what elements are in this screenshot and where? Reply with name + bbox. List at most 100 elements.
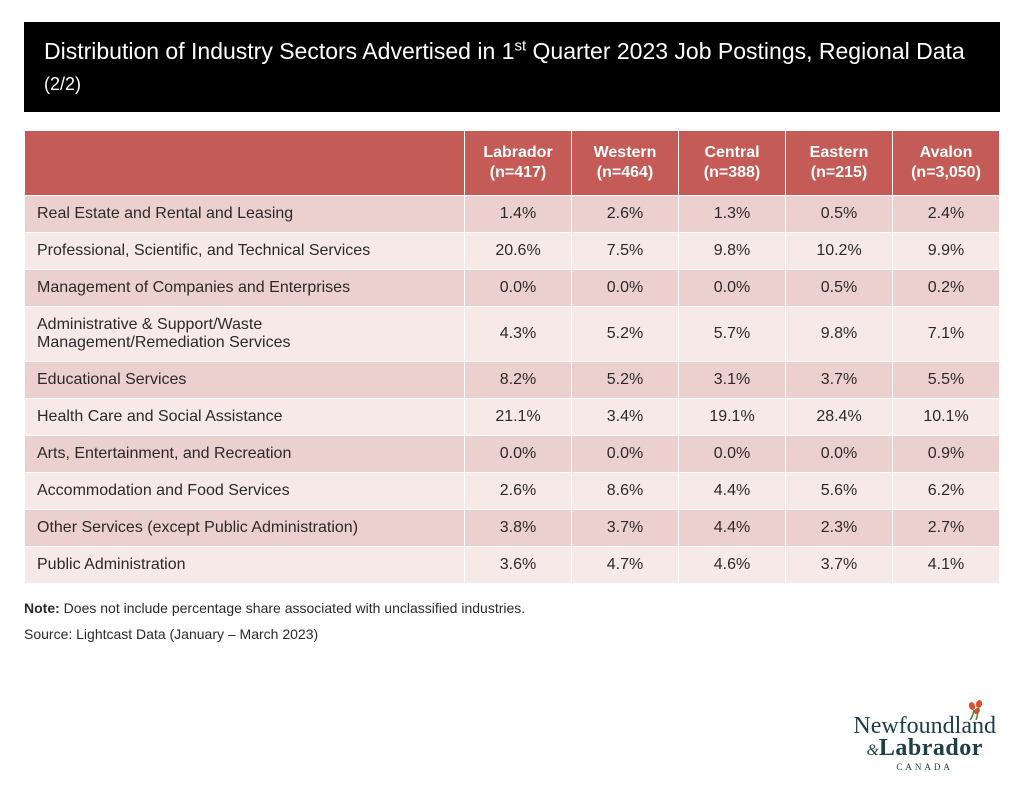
data-table: Labrador (n=417) Western (n=464) Central(n… <box>24 130 1000 584</box>
cell-value: 3.7% <box>572 510 679 547</box>
col-header-n: (n=388) <box>704 164 760 181</box>
table-row: Health Care and Social Assistance21.1%3.… <box>25 399 1000 436</box>
cell-value: 20.6% <box>465 233 572 270</box>
row-label: Health Care and Social Assistance <box>25 399 465 436</box>
cell-value: 5.5% <box>893 362 1000 399</box>
title-sup: st <box>514 37 526 54</box>
cell-value: 8.2% <box>465 362 572 399</box>
cell-value: 3.1% <box>679 362 786 399</box>
nl-logo: Newfoundland &Labrador CANADA <box>853 716 996 772</box>
cell-value: 0.0% <box>465 436 572 473</box>
logo-amp: & <box>866 742 878 759</box>
cell-value: 5.2% <box>572 307 679 362</box>
table-row: Public Administration3.6%4.7%4.6%3.7%4.1… <box>25 547 1000 584</box>
cell-value: 21.1% <box>465 399 572 436</box>
note-line: Note: Does not include percentage share … <box>24 600 1000 616</box>
table-row: Arts, Entertainment, and Recreation0.0%0… <box>25 436 1000 473</box>
source-line: Source: Lightcast Data (January – March … <box>24 626 1000 642</box>
cell-value: 4.4% <box>679 473 786 510</box>
row-label: Arts, Entertainment, and Recreation <box>25 436 465 473</box>
title-pre: Distribution of Industry Sectors Adverti… <box>44 38 514 64</box>
table-row: Professional, Scientific, and Technical … <box>25 233 1000 270</box>
cell-value: 5.6% <box>786 473 893 510</box>
note-text: Does not include percentage share associ… <box>60 600 525 616</box>
cell-value: 1.3% <box>679 196 786 233</box>
logo-line2: Labrador <box>879 735 983 761</box>
cell-value: 0.9% <box>893 436 1000 473</box>
cell-value: 7.1% <box>893 307 1000 362</box>
cell-value: 9.9% <box>893 233 1000 270</box>
cell-value: 2.4% <box>893 196 1000 233</box>
cell-value: 4.6% <box>679 547 786 584</box>
cell-value: 9.8% <box>679 233 786 270</box>
cell-value: 10.2% <box>786 233 893 270</box>
col-header: Central(n=388) <box>679 131 786 196</box>
cell-value: 0.0% <box>465 270 572 307</box>
col-header: Avalon (n=3,050) <box>893 131 1000 196</box>
cell-value: 7.5% <box>572 233 679 270</box>
cell-value: 0.5% <box>786 270 893 307</box>
header-blank <box>25 131 465 196</box>
cell-value: 0.0% <box>572 436 679 473</box>
cell-value: 0.2% <box>893 270 1000 307</box>
logo-sub: CANADA <box>853 762 996 772</box>
table-header-row: Labrador (n=417) Western (n=464) Central(n… <box>25 131 1000 196</box>
row-label: Accommodation and Food Services <box>25 473 465 510</box>
cell-value: 3.7% <box>786 362 893 399</box>
cell-value: 19.1% <box>679 399 786 436</box>
row-label: Educational Services <box>25 362 465 399</box>
col-header-n: (n=3,050) <box>911 164 981 181</box>
flower-icon <box>964 698 988 728</box>
cell-value: 28.4% <box>786 399 893 436</box>
cell-value: 3.8% <box>465 510 572 547</box>
col-header-n: (n=417) <box>490 164 546 181</box>
col-header-label: Avalon <box>920 144 973 161</box>
cell-value: 3.4% <box>572 399 679 436</box>
cell-value: 1.4% <box>465 196 572 233</box>
col-header: Western (n=464) <box>572 131 679 196</box>
table-row: Accommodation and Food Services2.6%8.6%4… <box>25 473 1000 510</box>
row-label: Management of Companies and Enterprises <box>25 270 465 307</box>
col-header-label: Labrador <box>483 144 552 161</box>
cell-value: 5.7% <box>679 307 786 362</box>
page-title: Distribution of Industry Sectors Adverti… <box>24 22 1000 112</box>
col-header-label: Eastern <box>810 144 869 161</box>
cell-value: 0.0% <box>786 436 893 473</box>
cell-value: 9.8% <box>786 307 893 362</box>
cell-value: 0.0% <box>679 270 786 307</box>
table-row: Administrative & Support/Waste Managemen… <box>25 307 1000 362</box>
cell-value: 3.7% <box>786 547 893 584</box>
cell-value: 3.6% <box>465 547 572 584</box>
table-row: Educational Services8.2%5.2%3.1%3.7%5.5% <box>25 362 1000 399</box>
row-label: Public Administration <box>25 547 465 584</box>
col-header: Labrador (n=417) <box>465 131 572 196</box>
table-row: Real Estate and Rental and Leasing1.4%2.… <box>25 196 1000 233</box>
row-label: Real Estate and Rental and Leasing <box>25 196 465 233</box>
cell-value: 0.0% <box>572 270 679 307</box>
cell-value: 0.5% <box>786 196 893 233</box>
title-post: Quarter 2023 Job Postings, Regional Data <box>526 38 965 64</box>
table-body: Real Estate and Rental and Leasing1.4%2.… <box>25 196 1000 584</box>
cell-value: 4.7% <box>572 547 679 584</box>
cell-value: 2.7% <box>893 510 1000 547</box>
col-header: Eastern (n=215) <box>786 131 893 196</box>
cell-value: 2.3% <box>786 510 893 547</box>
table-row: Management of Companies and Enterprises0… <box>25 270 1000 307</box>
row-label: Administrative & Support/Waste Managemen… <box>25 307 465 362</box>
row-label: Professional, Scientific, and Technical … <box>25 233 465 270</box>
cell-value: 4.4% <box>679 510 786 547</box>
table-row: Other Services (except Public Administra… <box>25 510 1000 547</box>
cell-value: 2.6% <box>572 196 679 233</box>
cell-value: 5.2% <box>572 362 679 399</box>
col-header-n: (n=215) <box>811 164 867 181</box>
col-header-n: (n=464) <box>597 164 653 181</box>
cell-value: 4.1% <box>893 547 1000 584</box>
cell-value: 6.2% <box>893 473 1000 510</box>
cell-value: 10.1% <box>893 399 1000 436</box>
note-bold: Note: <box>24 600 60 616</box>
title-paren: (2/2) <box>44 74 81 94</box>
cell-value: 2.6% <box>465 473 572 510</box>
cell-value: 4.3% <box>465 307 572 362</box>
col-header-label: Western <box>594 144 657 161</box>
cell-value: 0.0% <box>679 436 786 473</box>
